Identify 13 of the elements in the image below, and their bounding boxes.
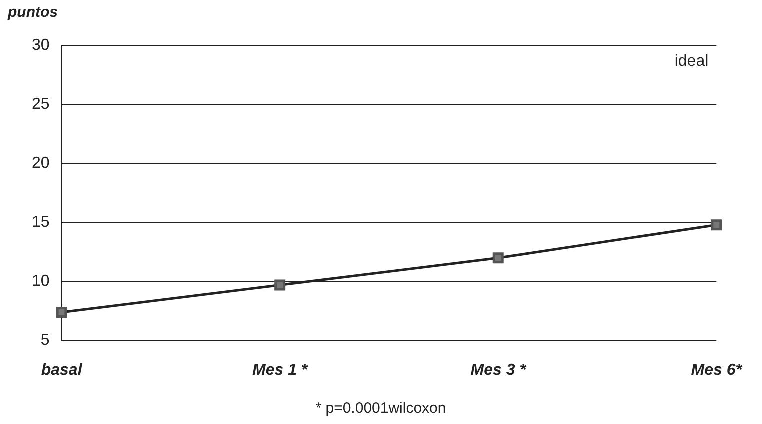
y-tick-label: 15 [32,214,50,232]
x-tick-label: Mes 1 * [252,362,308,379]
y-tick-label: 10 [32,273,50,290]
y-tick-label: 30 [32,37,50,54]
y-axis-title: puntos [8,4,58,21]
text: * p=0.0001wilcoxon [314,400,448,417]
y-tick-label: 25 [32,96,50,114]
y-tick-label: 20 [32,155,50,172]
x-tick-label: Mes 3 * [470,362,527,379]
x-tick-label: Mes 6* [691,362,743,379]
y-tick-label: 5 [40,332,50,350]
x-tick-label: basal [41,362,83,379]
annotation: ideal [674,53,709,70]
